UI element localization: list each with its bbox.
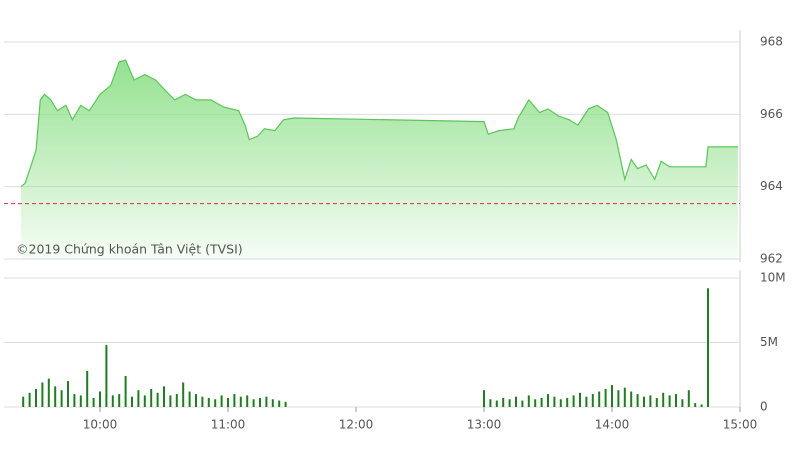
volume-bar (278, 400, 281, 407)
volume-bar (694, 403, 697, 407)
x-tick-label: 12:00 (339, 418, 374, 432)
volume-bar (579, 392, 581, 407)
volume-bar (214, 399, 217, 407)
volume-bar (227, 397, 229, 407)
x-tick-label: 15:00 (723, 418, 758, 432)
volume-bar (559, 399, 562, 407)
volume-bar (79, 395, 82, 407)
volume-bar (572, 395, 575, 407)
volume-bar (22, 396, 25, 407)
price-line (20, 59, 738, 188)
area-fill (21, 60, 738, 259)
volume-bar (118, 394, 121, 407)
volume-bar (175, 394, 178, 407)
y-tick-label: 10M (760, 271, 786, 285)
volume-bar (233, 394, 236, 407)
volume-bar (35, 388, 37, 407)
volume-bar (265, 396, 268, 407)
volume-bar (201, 396, 204, 407)
volume-bar (527, 395, 530, 407)
volume-bar (163, 386, 165, 407)
volume-bar (207, 397, 210, 407)
volume-bar (182, 382, 185, 407)
volume-bar (495, 400, 498, 407)
volume-bar (515, 396, 517, 407)
volume-bar (662, 392, 665, 407)
x-tick-label: 14:00 (595, 418, 630, 432)
volume-bar (259, 397, 261, 407)
volume-bar (67, 381, 69, 407)
volume-bar (143, 395, 146, 407)
x-tick-label: 10:00 (83, 418, 118, 432)
volume-bar (508, 399, 511, 407)
volume-bar (246, 395, 249, 407)
volume-bar (707, 288, 709, 407)
volume-bar (195, 394, 197, 407)
volume-bar (700, 404, 703, 407)
volume-bar (220, 395, 223, 407)
volume-bar (521, 400, 524, 407)
volume-bar (566, 397, 569, 407)
volume-bar (502, 397, 505, 407)
volume-bar (28, 392, 31, 407)
volume-bar (547, 394, 549, 407)
volume-bar (630, 391, 633, 407)
x-tick-label: 11:00 (211, 418, 246, 432)
volume-bar (188, 391, 191, 407)
volume-bar (92, 397, 95, 407)
volume-bar (99, 391, 101, 407)
volume-bar (169, 395, 172, 407)
volume-bar (131, 396, 133, 407)
volume-bar (604, 388, 607, 407)
y-tick-label: 964 (760, 179, 783, 193)
volume-bar (623, 387, 626, 407)
y-tick-label: 5M (760, 335, 778, 349)
volume-bar (655, 397, 658, 407)
volume-bar (534, 399, 537, 407)
volume-bar (540, 397, 543, 407)
volume-bar (150, 388, 153, 407)
volume-bar (687, 390, 690, 407)
volume-bar (668, 395, 671, 407)
volume-bar (598, 391, 601, 407)
volume-bar (284, 401, 287, 407)
volume-bar (591, 394, 594, 407)
volume-bar (73, 394, 76, 407)
volume-bar (60, 390, 63, 407)
volume-bar (239, 396, 242, 407)
volume-bar (675, 394, 677, 407)
volume-bar (489, 399, 492, 407)
volume-bar (41, 382, 44, 407)
volume-bar (611, 385, 613, 407)
volume-bar (137, 390, 140, 407)
volume-bar (617, 390, 620, 407)
volume-bar (111, 395, 114, 407)
volume-bar (47, 378, 50, 407)
volume-bar (124, 376, 127, 407)
watermark: ©2019 Chứng khoán Tân Việt (TVSI) (16, 242, 243, 257)
volume-bar (252, 399, 255, 407)
volume-bar (271, 399, 274, 407)
y-tick-label: 966 (760, 107, 783, 121)
volume-bar (636, 394, 639, 407)
volume-bar (643, 396, 645, 407)
volume-bar (585, 396, 588, 407)
y-tick-label: 968 (760, 35, 783, 49)
y-tick-label: 0 (760, 400, 768, 414)
volume-bar (54, 386, 57, 407)
volume-bar (681, 399, 684, 407)
volume-bar (649, 395, 652, 407)
volume-bar (86, 370, 89, 407)
y-tick-label: 962 (760, 252, 783, 266)
x-tick-label: 13:00 (467, 418, 502, 432)
volume-bar (553, 396, 556, 407)
volume-bar (156, 392, 159, 407)
volume-bar (483, 390, 485, 407)
volume-bar (105, 345, 108, 407)
